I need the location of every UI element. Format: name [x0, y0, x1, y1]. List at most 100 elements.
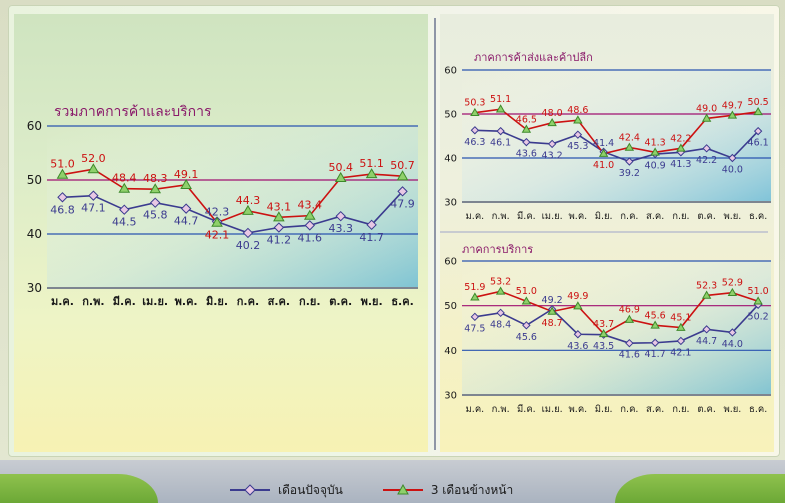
x-tick-label: มี.ค.: [113, 295, 136, 308]
data-label-current: 46.1: [490, 138, 511, 149]
legend-current-swatch: [230, 484, 270, 496]
data-label-next3: 43.1: [267, 200, 292, 213]
data-label-current: 42.2: [696, 155, 717, 166]
legend-current-label: เดือนปัจจุบัน: [278, 482, 343, 497]
x-tick-label: พ.ค.: [569, 404, 588, 415]
x-tick-label: พ.ย.: [723, 404, 741, 415]
data-label-current: 46.8: [50, 203, 75, 216]
panel-divider: [434, 18, 436, 450]
data-label-next3: 51.0: [516, 286, 537, 297]
data-label-next3: 49.1: [174, 168, 199, 181]
x-tick-label: ม.ค.: [466, 404, 485, 415]
y-tick-label: 30: [444, 391, 457, 402]
marker-next3: [727, 287, 738, 297]
data-label-next3: 51.9: [464, 282, 485, 293]
marker-current: [496, 126, 505, 136]
data-label-current: 47.5: [464, 323, 485, 334]
marker-current: [728, 153, 737, 163]
x-tick-label: มิ.ย.: [595, 404, 613, 415]
series-line-next3: [474, 108, 759, 155]
marker-current: [366, 219, 377, 231]
data-label-current: 45.3: [567, 141, 588, 152]
marker-current: [522, 321, 531, 330]
data-label-next3: 52.9: [722, 278, 743, 289]
marker-current: [702, 144, 711, 153]
data-label-current: 44.7: [174, 215, 199, 228]
x-tick-label: ก.ย.: [672, 211, 689, 222]
data-label-next3: 51.0: [50, 158, 75, 171]
data-label-next3: 41.0: [593, 160, 614, 171]
marker-next3: [211, 216, 223, 227]
marker-current: [119, 204, 130, 215]
data-label-current: 40.9: [645, 161, 666, 172]
data-label-next3: 49.9: [567, 291, 588, 302]
x-tick-label: ส.ค.: [646, 404, 664, 415]
marker-next3: [547, 117, 557, 127]
data-label-next3: 48.3: [143, 172, 168, 185]
marker-current: [304, 220, 315, 231]
x-tick-label: เม.ย.: [542, 404, 563, 415]
chart-title: รวมภาคการค้าและบริการ: [54, 104, 212, 120]
x-tick-label: พ.ค.: [569, 211, 588, 222]
marker-next3: [149, 183, 162, 194]
data-label-current: 39.2: [619, 168, 640, 179]
x-tick-label: มิ.ย.: [595, 211, 613, 222]
marker-next3: [56, 168, 69, 179]
data-label-next3: 50.4: [328, 161, 353, 174]
data-label-next3: 46.9: [619, 305, 640, 316]
marker-next3: [242, 204, 254, 215]
data-label-next3: 48.0: [542, 108, 563, 119]
data-label-next3: 51.0: [748, 286, 769, 297]
series-line-current: [474, 304, 759, 344]
data-label-current: 42.1: [670, 347, 691, 358]
series-line-next3: [62, 168, 403, 224]
x-tick-label: มี.ค.: [517, 403, 536, 415]
marker-current: [625, 338, 634, 348]
marker-current: [470, 126, 480, 135]
data-label-next3: 49.7: [722, 100, 743, 111]
marker-current: [335, 210, 346, 222]
data-label-current: 43.2: [542, 150, 563, 161]
data-label-next3: 42.4: [619, 132, 640, 143]
marker-next3: [676, 143, 686, 152]
data-label-current: 46.1: [748, 138, 769, 149]
marker-current: [650, 338, 660, 347]
data-label-next3: 45.1: [670, 313, 691, 324]
marker-current: [273, 222, 285, 233]
marker-current: [753, 126, 763, 136]
marker-next3: [624, 314, 635, 323]
data-label-next3: 41.3: [645, 137, 666, 148]
marker-next3: [118, 182, 131, 193]
marker-current: [625, 157, 634, 166]
y-tick-label: 60: [444, 66, 457, 77]
marker-next3: [495, 104, 506, 113]
legend-next3-label: 3 เดือนข้างหน้า: [430, 482, 514, 497]
marker-next3: [624, 142, 635, 151]
marker-next3: [365, 168, 378, 179]
x-tick-label: ส.ค.: [646, 211, 664, 222]
footer-tab-right: [615, 474, 785, 503]
x-tick-label: ก.พ.: [492, 404, 510, 415]
marker-next3: [676, 322, 686, 331]
data-label-current: 46.3: [464, 137, 485, 148]
legend-next3-swatch: [382, 484, 423, 495]
x-tick-label: พ.ย.: [723, 211, 741, 222]
data-label-current: 41.6: [298, 231, 323, 244]
data-label-next3: 44.3: [236, 194, 261, 207]
marker-current: [728, 328, 737, 337]
y-tick-label: 60: [27, 119, 42, 133]
data-label-current: 47.9: [390, 197, 415, 210]
marker-next3: [701, 290, 712, 299]
data-label-next3: 42.1: [205, 229, 230, 242]
data-label-next3: 48.7: [542, 318, 563, 329]
marker-next3: [521, 296, 532, 305]
marker-next3: [470, 107, 480, 116]
data-label-next3: 50.7: [390, 159, 415, 172]
marker-next3: [180, 178, 192, 189]
x-tick-label: ม.ค.: [51, 295, 74, 308]
x-tick-label: ก.พ.: [82, 295, 104, 308]
x-tick-label: ก.พ.: [492, 211, 510, 222]
x-tick-label: ก.ค.: [620, 211, 638, 222]
